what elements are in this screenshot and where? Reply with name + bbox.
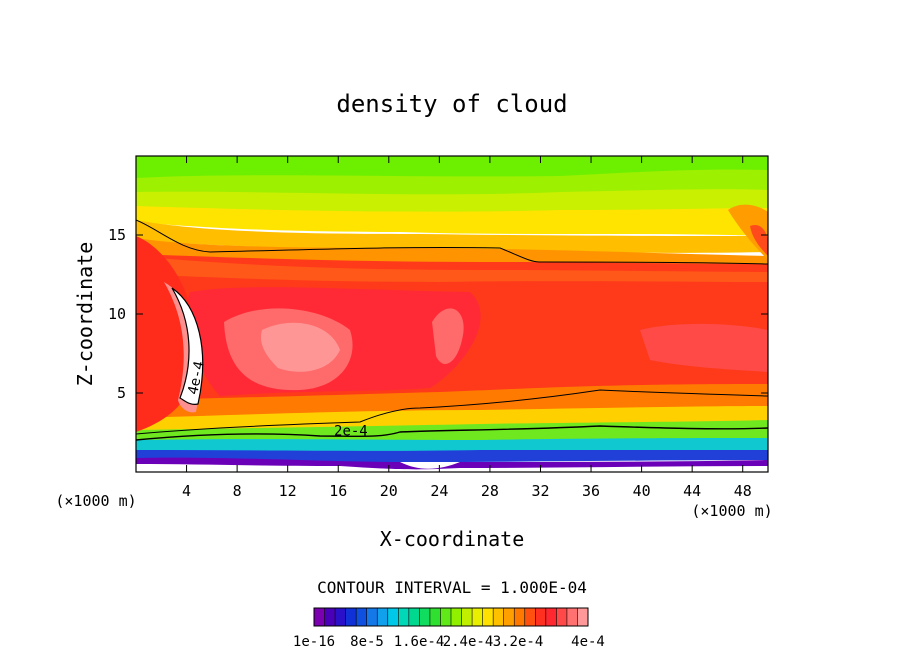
colorbar <box>313 607 589 627</box>
colorbar-tick-label: 3.2e-4 <box>493 634 544 650</box>
band-purple-bottom <box>136 457 768 470</box>
colorbar-swatch <box>324 608 336 626</box>
x-tick-label: 40 <box>633 482 651 500</box>
colorbar-swatch <box>503 608 515 626</box>
colorbar-swatch <box>387 608 399 626</box>
colorbar-swatch <box>545 608 557 626</box>
band-red-top-edge <box>136 256 768 282</box>
colorbar-swatch <box>408 608 420 626</box>
x-tick-label: 12 <box>279 482 297 500</box>
band-blue <box>136 450 768 462</box>
colorbar-swatch <box>366 608 378 626</box>
x-axis-label: X-coordinate <box>380 527 525 551</box>
colorbar-swatch <box>451 608 462 626</box>
band-yellow <box>136 206 768 236</box>
contour-line-2e-4 <box>136 425 768 441</box>
contour-line-upper <box>136 219 768 265</box>
colorbar-swatch <box>566 608 578 626</box>
contour-interval-note: CONTOUR INTERVAL = 1.000E-04 <box>317 578 587 597</box>
x-tick-label: 44 <box>683 482 701 500</box>
band-orange-yellow <box>136 220 768 253</box>
colorbar-swatch <box>472 608 483 626</box>
colorbar-swatch <box>356 608 367 626</box>
colorbar-swatch <box>482 608 494 626</box>
crescent-white-4e-4 <box>171 287 204 405</box>
colorbar-swatch <box>535 608 547 626</box>
x-tick-label: 20 <box>380 482 398 500</box>
colorbar-swatch <box>440 608 452 626</box>
x-tick-label: 4 <box>182 482 191 500</box>
y-tick-label: 5 <box>117 384 126 402</box>
contour-label: 2e-4 <box>334 424 368 440</box>
colorbar-labels: 1e-16 8e-5 1.6e-42.4e-4 3.2e-4 4e-4 <box>293 634 605 650</box>
band-yellow-green <box>136 189 768 215</box>
x-axis-ticks: 4 8 12 16 20 24 28 32 36 40 44 48 <box>182 156 752 500</box>
colorbar-frame <box>313 607 589 627</box>
colorbar-swatch <box>556 608 568 626</box>
x-unit-left: (×1000 m) <box>55 492 136 510</box>
core-lightpink <box>260 322 340 372</box>
colorbar-swatch <box>461 608 473 626</box>
colorbar-swatch <box>577 608 589 626</box>
colorbar-swatch <box>398 608 410 626</box>
x-tick-label: 16 <box>329 482 347 500</box>
colorbar-tick-label: 2.4e-4 <box>443 634 494 650</box>
top-right-red-blob <box>750 224 768 256</box>
contour-line-lower <box>136 389 768 435</box>
x-tick-label: 24 <box>430 482 448 500</box>
core-pink-right <box>432 308 464 364</box>
colorbar-tick-label: 8e-5 <box>350 634 384 650</box>
left-red-shoulder <box>136 236 197 432</box>
x-tick-label: 48 <box>734 482 752 500</box>
x-tick-label: 8 <box>233 482 242 500</box>
x-tick-label: 36 <box>582 482 600 500</box>
colorbar-swatch <box>335 608 346 626</box>
colorbar-swatch <box>429 608 441 626</box>
top-right-orange-blob <box>728 204 768 260</box>
colorbar-swatch <box>493 608 504 626</box>
x-tick-label: 28 <box>481 482 499 500</box>
x-unit-right: (×1000 m) <box>691 502 772 520</box>
colorbar-swatch <box>514 608 526 626</box>
y-tick-label: 15 <box>108 226 126 244</box>
colorbar-tick-label: 1e-16 <box>293 634 335 650</box>
plot-area <box>136 156 768 470</box>
colorbar-swatch <box>345 608 357 626</box>
colorbar-swatch <box>524 608 536 626</box>
colorbar-swatch <box>314 608 325 626</box>
colorbar-swatch <box>377 608 389 626</box>
y-axis-ticks: 5 10 15 <box>108 226 768 402</box>
chart-title: density of cloud <box>336 90 567 118</box>
core-pink-far-right <box>640 323 768 372</box>
x-tick-label: 32 <box>531 482 549 500</box>
contour-labels: 2e-4 4e-4 <box>185 360 368 440</box>
colorbar-tick-label: 1.6e-4 <box>394 634 445 650</box>
colorbar-tick-label: 4e-4 <box>571 634 605 650</box>
contour-label: 4e-4 <box>185 360 208 396</box>
y-axis-label: Z-coordinate <box>73 242 97 387</box>
y-tick-label: 10 <box>108 305 126 323</box>
colorbar-swatch <box>419 608 431 626</box>
